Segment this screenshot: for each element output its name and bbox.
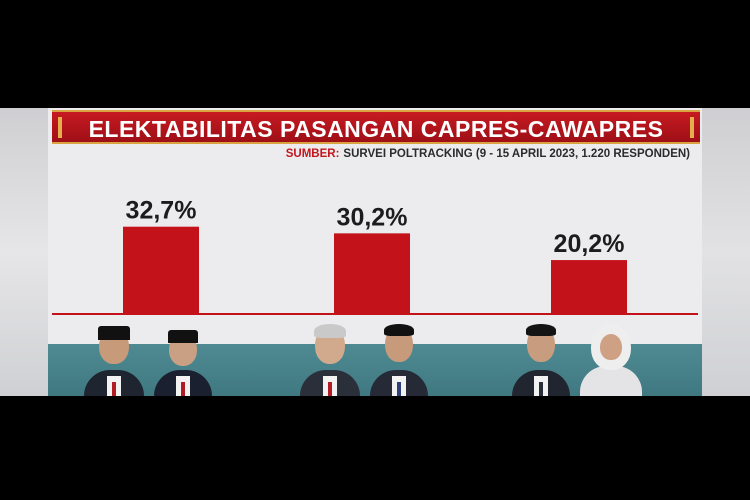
bar-1 — [123, 226, 199, 314]
candidate-2a-photo — [300, 324, 360, 396]
chart-panel: ELEKTABILITAS PASANGAN CAPRES-CAWAPRES S… — [48, 108, 702, 396]
candidate-1a-photo — [84, 326, 144, 396]
bar-2 — [334, 233, 410, 314]
bar-chart: 32,7% 30,2% 20,2% — [52, 197, 698, 315]
bar-3 — [551, 260, 627, 314]
video-frame: ELEKTABILITAS PASANGAN CAPRES-CAWAPRES S… — [0, 108, 750, 396]
chart-title: ELEKTABILITAS PASANGAN CAPRES-CAWAPRES — [88, 116, 664, 142]
frame-left-background — [0, 108, 48, 396]
bar-value-label-1: 32,7% — [126, 197, 197, 225]
source-label: SUMBER: — [285, 148, 340, 160]
banner-ornament-left — [58, 117, 62, 138]
candidate-photo-strip — [48, 324, 702, 396]
candidate-2b-photo — [370, 324, 428, 396]
bar-value-label-2: 30,2% — [337, 203, 408, 231]
candidate-1b-photo — [154, 330, 212, 396]
title-banner: ELEKTABILITAS PASANGAN CAPRES-CAWAPRES — [52, 110, 700, 144]
source-line: SUMBER: SURVEI POLTRACKING (9 - 15 APRIL … — [286, 148, 690, 160]
source-text: SURVEI POLTRACKING (9 - 15 APRIL 2023, 1… — [343, 148, 690, 160]
candidate-3a-photo — [512, 324, 570, 396]
bar-value-label-3: 20,2% — [554, 230, 625, 258]
banner-ornament-right — [690, 117, 694, 138]
candidate-3b-photo — [580, 324, 642, 396]
frame-right-background — [702, 108, 750, 396]
